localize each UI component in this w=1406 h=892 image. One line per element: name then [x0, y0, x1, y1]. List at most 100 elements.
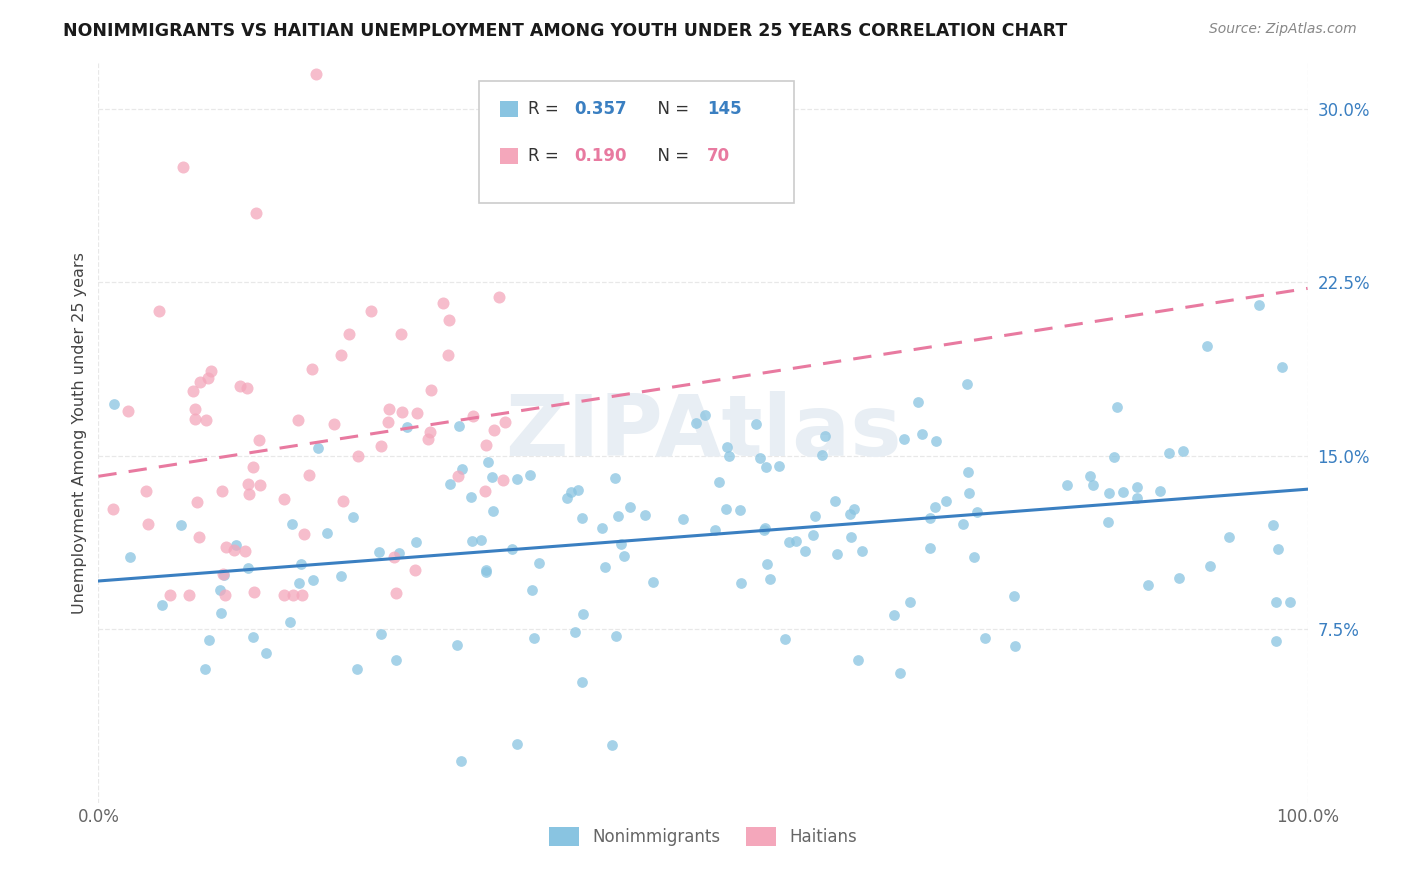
Point — [755, 460, 778, 475]
Point — [370, 439, 392, 453]
Point — [672, 511, 695, 525]
Point — [172, 160, 194, 174]
Point — [475, 565, 498, 579]
Point — [613, 549, 636, 563]
Point — [717, 449, 740, 463]
Point — [811, 448, 834, 462]
Point — [432, 296, 454, 310]
Point — [238, 487, 260, 501]
Point — [754, 521, 776, 535]
Point — [437, 313, 460, 327]
Point — [150, 598, 173, 612]
Point — [1097, 515, 1119, 529]
Point — [281, 516, 304, 531]
Point — [307, 441, 329, 455]
Point — [505, 737, 527, 751]
Point — [463, 409, 485, 424]
Point — [851, 544, 873, 558]
Point — [273, 492, 295, 507]
FancyBboxPatch shape — [479, 81, 793, 203]
Point — [619, 500, 641, 514]
Point — [249, 478, 271, 492]
Point — [391, 405, 413, 419]
Point — [825, 547, 848, 561]
Point — [183, 402, 205, 417]
Point — [118, 550, 141, 565]
Text: 0.357: 0.357 — [574, 100, 627, 118]
Point — [603, 471, 626, 485]
Point — [519, 468, 541, 483]
Point — [1004, 639, 1026, 653]
Point — [1271, 359, 1294, 374]
Point — [211, 484, 233, 499]
Point — [170, 517, 193, 532]
Point — [1265, 595, 1288, 609]
Point — [290, 557, 312, 571]
FancyBboxPatch shape — [501, 147, 519, 164]
Point — [501, 542, 523, 557]
Point — [209, 606, 232, 620]
Point — [377, 415, 399, 429]
Point — [778, 535, 800, 549]
Point — [842, 502, 865, 516]
Point — [404, 563, 426, 577]
Point — [342, 510, 364, 524]
Text: NONIMMIGRANTS VS HAITIAN UNEMPLOYMENT AMONG YOUTH UNDER 25 YEARS CORRELATION CHA: NONIMMIGRANTS VS HAITIAN UNEMPLOYMENT AM… — [63, 22, 1067, 40]
Point — [814, 429, 837, 443]
Point — [368, 545, 391, 559]
Point — [482, 504, 505, 518]
Point — [482, 423, 505, 437]
Point — [242, 460, 264, 475]
FancyBboxPatch shape — [501, 101, 519, 117]
Point — [529, 556, 551, 570]
Point — [883, 607, 905, 622]
Point — [593, 559, 616, 574]
Point — [322, 417, 344, 432]
Point — [804, 508, 827, 523]
Point — [898, 595, 921, 609]
Point — [214, 588, 236, 602]
Point — [1126, 491, 1149, 506]
Point — [506, 472, 529, 486]
Point — [135, 484, 157, 499]
Point — [685, 417, 707, 431]
Point — [793, 543, 815, 558]
Point — [564, 625, 586, 640]
Point — [759, 572, 782, 586]
Point — [281, 588, 304, 602]
Point — [214, 540, 236, 554]
Point — [1265, 633, 1288, 648]
Text: 70: 70 — [707, 146, 730, 165]
Point — [966, 505, 988, 519]
Point — [1125, 480, 1147, 494]
Point — [389, 327, 412, 342]
Point — [446, 638, 468, 652]
Point — [396, 420, 419, 434]
Point — [1107, 401, 1129, 415]
Point — [225, 538, 247, 552]
Point — [298, 467, 321, 482]
Point — [803, 527, 825, 541]
Point — [768, 458, 790, 473]
Point — [329, 569, 352, 583]
Point — [1098, 486, 1121, 500]
Point — [920, 541, 942, 556]
Point — [610, 537, 633, 551]
Point — [148, 303, 170, 318]
Point — [420, 384, 443, 398]
Point — [233, 543, 256, 558]
Point — [785, 534, 807, 549]
Point — [925, 434, 948, 449]
Y-axis label: Unemployment Among Youth under 25 years: Unemployment Among Youth under 25 years — [72, 252, 87, 614]
Point — [474, 483, 496, 498]
Point — [745, 417, 768, 432]
Point — [893, 432, 915, 446]
Point — [101, 502, 124, 516]
Point — [236, 561, 259, 575]
Point — [197, 370, 219, 384]
Point — [748, 451, 770, 466]
Point — [955, 376, 977, 391]
Point — [385, 586, 408, 600]
Text: ZIPAtlas: ZIPAtlas — [505, 391, 901, 475]
Point — [406, 406, 429, 420]
